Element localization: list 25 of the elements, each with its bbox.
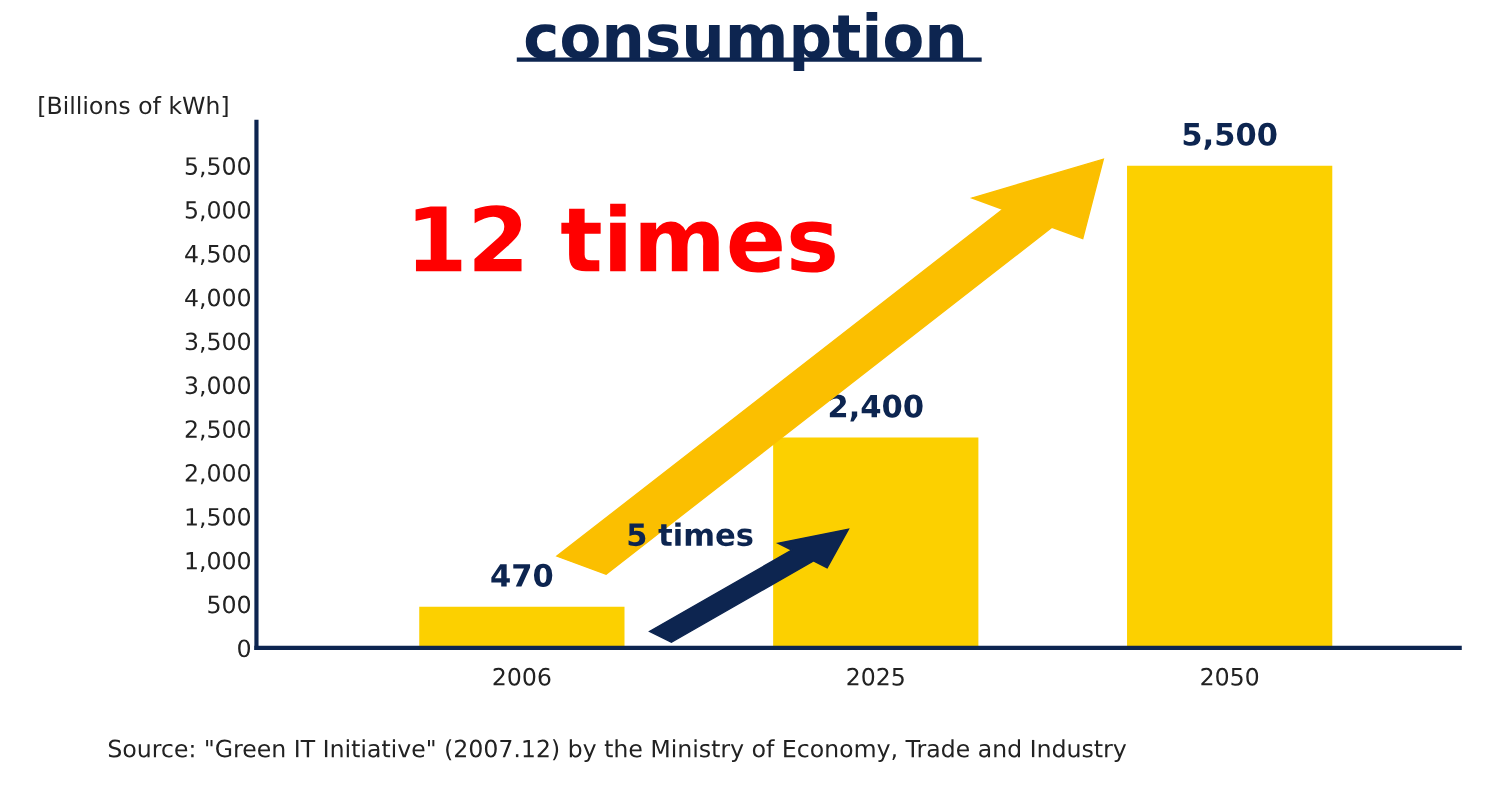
y-tick-label: 4,500 bbox=[185, 244, 251, 266]
annotation: 5 times bbox=[628, 522, 753, 547]
y-tick-label: 500 bbox=[208, 595, 251, 614]
y-tick-label: 0 bbox=[238, 639, 251, 658]
data-label: 5,500 bbox=[1183, 122, 1277, 150]
data-label: 2,400 bbox=[829, 394, 923, 422]
y-axis-title: [Billions of kWh] bbox=[39, 96, 228, 118]
x-tick-label: 2025 bbox=[847, 667, 904, 686]
y-tick-label: 3,500 bbox=[185, 332, 251, 353]
x-tick-label: 2006 bbox=[493, 667, 551, 686]
bar bbox=[1127, 165, 1333, 648]
y-tick-label: 1,500 bbox=[186, 507, 251, 529]
bar bbox=[419, 606, 625, 648]
y-tick-label: 3,000 bbox=[185, 376, 251, 397]
annotation: 12 times bbox=[415, 203, 835, 273]
x-tick-label: 2050 bbox=[1201, 667, 1259, 686]
y-tick-label: 2,000 bbox=[185, 464, 251, 485]
source-note: Source: "Green IT Initiative" (2007.12) by the Ministry of Economy, Trade and Industry bbox=[108, 739, 1127, 763]
y-tick-label: 5,500 bbox=[185, 157, 251, 178]
y-tick-label: 5,000 bbox=[185, 200, 251, 222]
y-tick-label: 2,500 bbox=[185, 420, 251, 441]
y-tick-label: 4,000 bbox=[185, 288, 251, 309]
y-tick-label: 1,000 bbox=[186, 551, 251, 572]
data-label: 470 bbox=[491, 563, 553, 587]
chart-title: consumption bbox=[525, 11, 964, 72]
